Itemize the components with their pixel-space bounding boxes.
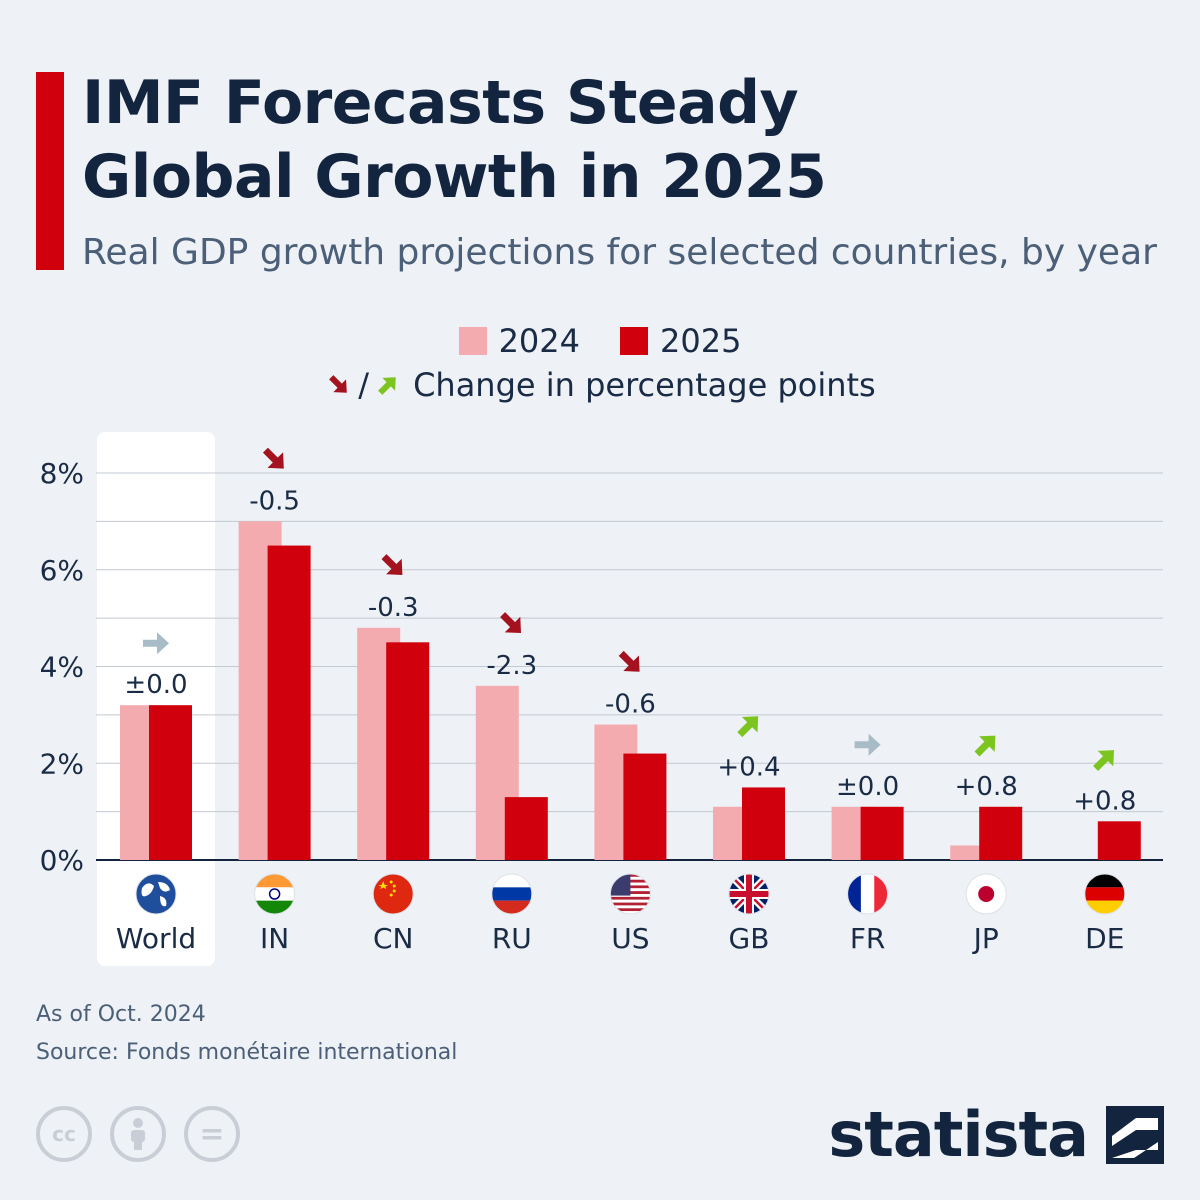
change-label: ±0.0 (124, 670, 187, 700)
legend-change-label: Change in percentage points (413, 366, 876, 404)
bar-2025-in (267, 545, 311, 860)
y-tick-label: 4% (40, 651, 84, 684)
bar-2025-us (623, 753, 667, 860)
x-category-label: RU (492, 922, 532, 955)
china-flag-icon (372, 873, 414, 915)
y-tick-label: 2% (40, 747, 84, 780)
change-label: +0.4 (717, 752, 780, 782)
legend-item-2024: 2024 (458, 322, 580, 360)
arrow-down-icon (618, 650, 640, 672)
x-category-label: CN (373, 922, 414, 955)
bar-chart: 8% 6% 4% 2% 0% ±0.0 World -0.5 IN -0.3 CN -2.3 RU -0.… (40, 432, 1163, 966)
arrow-right-icon (854, 733, 881, 756)
x-category-label: IN (260, 922, 289, 955)
title-line-1: IMF Forecasts Steady (82, 68, 799, 138)
change-label: -0.3 (368, 593, 419, 623)
legend-swatch-2025 (620, 327, 648, 355)
source-note: Source: Fonds monétaire international (36, 1040, 458, 1065)
statista-logo-icon (1106, 1105, 1164, 1164)
title-line-2: Global Growth in 2025 (82, 142, 827, 212)
y-tick-label: 8% (40, 457, 84, 490)
germany-flag-icon (1084, 873, 1126, 915)
bar-2025-de (1097, 821, 1141, 860)
usa-flag-icon (609, 873, 651, 915)
legend-change: / Change in percentage points (0, 366, 1200, 404)
india-flag-icon (254, 873, 296, 915)
legend-item-2025: 2025 (620, 322, 741, 360)
japan-flag-icon (965, 873, 1007, 915)
no-derivatives-icon[interactable]: = (184, 1106, 240, 1162)
arrow-right-icon (143, 632, 169, 655)
arrow-up-icon (737, 716, 759, 738)
x-category-label: World (116, 922, 196, 955)
subtitle: Real GDP growth projections for selected… (82, 232, 1157, 273)
brand-name: statista (828, 1098, 1089, 1171)
arrow-down-icon (329, 375, 348, 393)
arrow-down-icon (262, 447, 284, 469)
x-category-label: DE (1085, 922, 1124, 955)
change-label: +0.8 (955, 772, 1018, 802)
change-label: -2.3 (486, 651, 537, 681)
x-category-label: GB (729, 922, 770, 955)
change-label: -0.5 (249, 486, 300, 516)
uk-flag-icon (728, 873, 770, 915)
arrow-up-icon (1093, 750, 1114, 771)
legend-slash: / (358, 366, 370, 404)
bar-2025-jp (979, 806, 1023, 860)
france-flag-icon (847, 873, 889, 915)
world-globe-icon (135, 873, 177, 915)
legend-label-2024: 2024 (498, 322, 580, 360)
title-accent-bar (36, 72, 64, 270)
legend-swatch-2024 (458, 327, 487, 355)
as-of-note: As of Oct. 2024 (36, 1002, 206, 1027)
bar-2025-ru (504, 797, 548, 860)
bar-2025-world (149, 705, 192, 860)
y-tick-label: 0% (40, 844, 84, 877)
license-icons: cc = (36, 1106, 258, 1162)
x-category-label: FR (850, 922, 886, 955)
statista-logo[interactable]: statista (828, 1098, 1164, 1171)
bar-2025-fr (860, 806, 904, 860)
x-category-label: US (611, 922, 649, 955)
legend-label-2025: 2025 (660, 322, 742, 360)
x-category-label: JP (972, 922, 999, 955)
change-label: +0.8 (1073, 786, 1136, 816)
y-tick-label: 6% (40, 554, 84, 587)
page-title: IMF Forecasts Steady Global Growth in 20… (82, 66, 827, 214)
arrow-up-icon (974, 735, 996, 757)
bar-2025-cn (386, 642, 430, 860)
change-label: -0.6 (605, 690, 656, 720)
creative-commons-icon[interactable]: cc (36, 1106, 92, 1162)
attribution-icon[interactable] (110, 1106, 166, 1162)
change-label: ±0.0 (836, 772, 899, 802)
bar-2025-gb (742, 787, 785, 860)
arrow-down-icon (381, 554, 403, 575)
russia-flag-icon (491, 873, 533, 915)
legend-series: 2024 2025 (0, 322, 1200, 360)
arrow-up-icon (378, 377, 396, 395)
arrow-down-icon (500, 612, 521, 634)
